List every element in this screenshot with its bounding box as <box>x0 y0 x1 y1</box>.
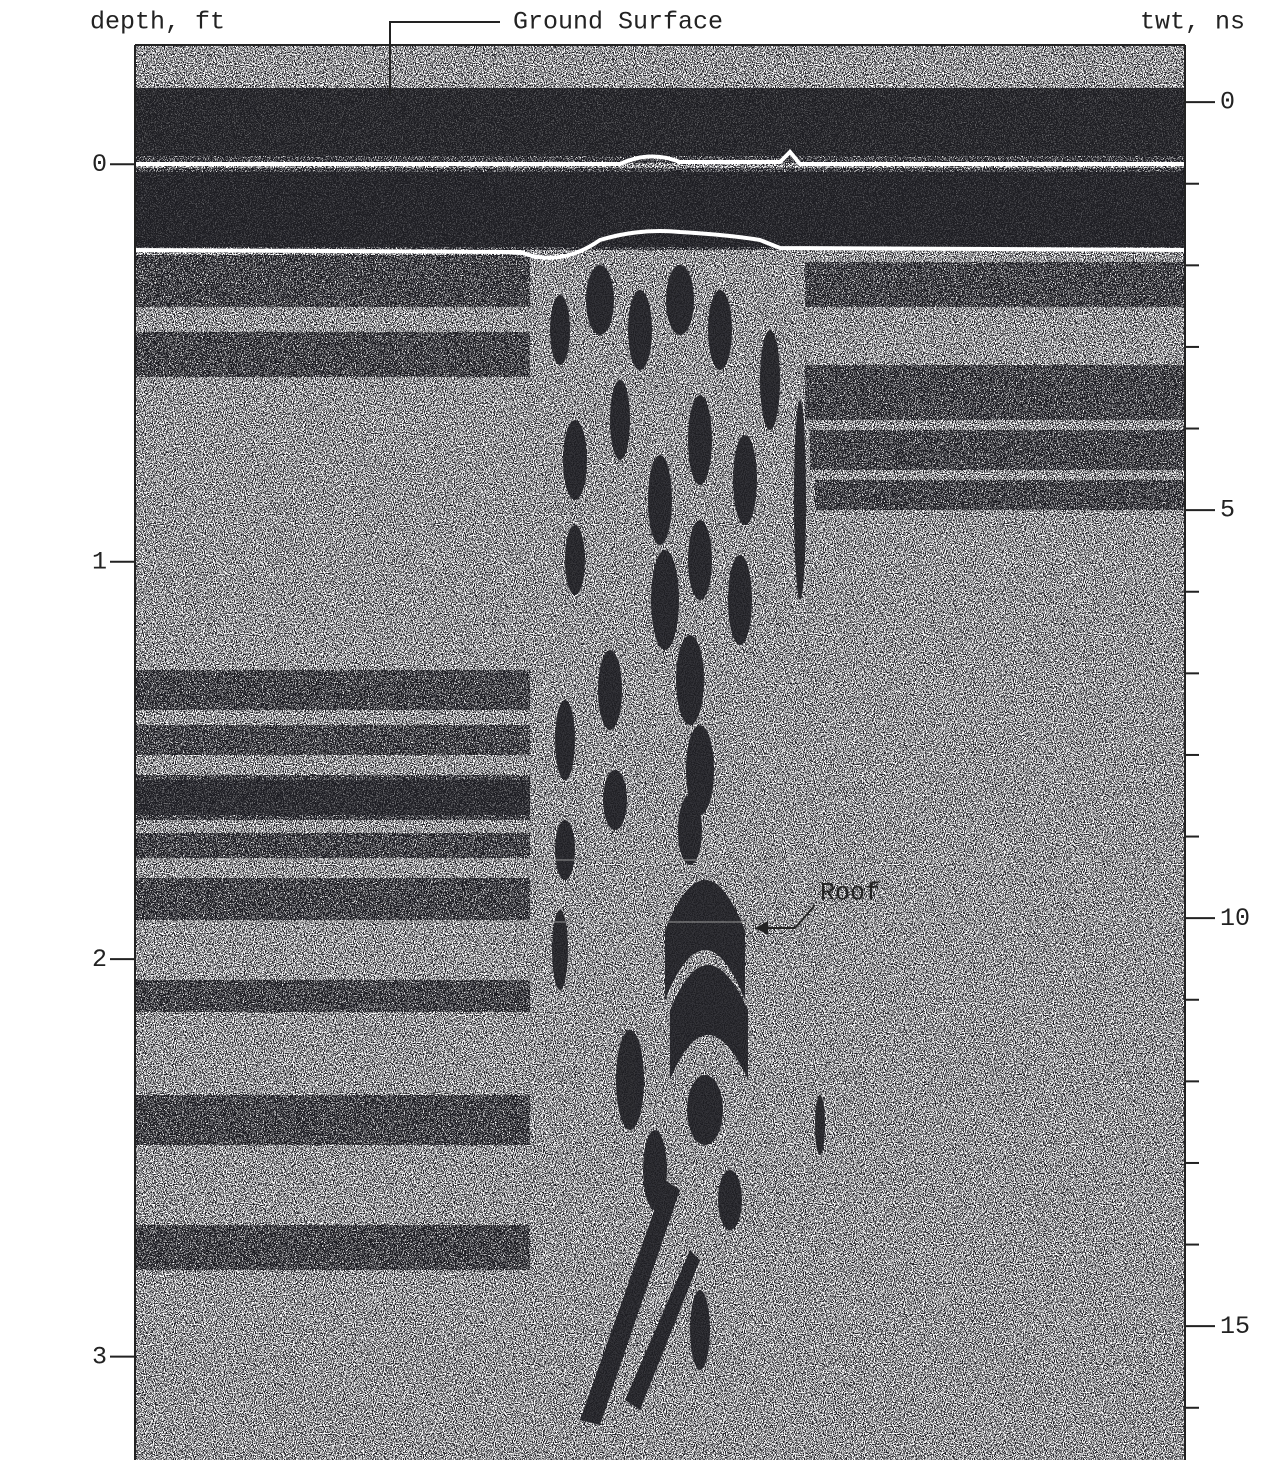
y-tick-label: 3 <box>92 1342 107 1371</box>
y2-tick-label: 0 <box>1220 88 1235 117</box>
y2-axis-label: twt, ns <box>1140 8 1245 37</box>
y-tick-label: 1 <box>92 547 107 576</box>
annotation: Roof <box>820 879 880 908</box>
y2-tick-label: 5 <box>1220 496 1235 525</box>
radargram-image <box>135 45 1185 1460</box>
annotation: Ground Surface <box>513 8 723 37</box>
y-tick-label: 2 <box>92 945 107 974</box>
y2-tick-label: 15 <box>1220 1312 1250 1341</box>
y-axis-label: depth, ft <box>90 8 225 37</box>
y-tick-label: 0 <box>92 150 107 179</box>
chart: depth, ft twt, ns Ground Surface Roof 0 1… <box>0 0 1271 1466</box>
y2-tick-label: 10 <box>1220 904 1250 933</box>
